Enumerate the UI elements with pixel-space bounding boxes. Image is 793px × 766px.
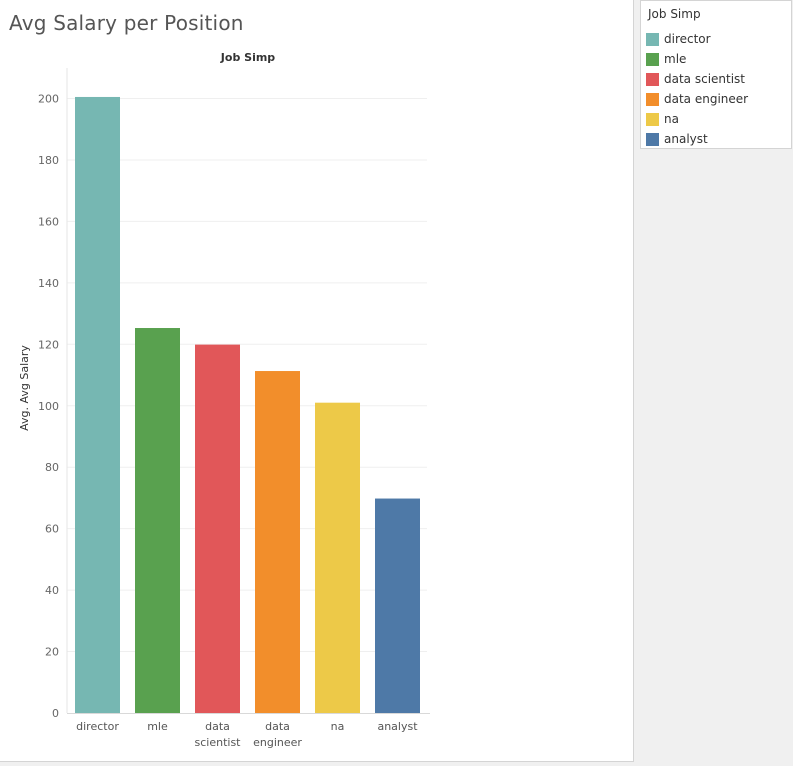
y-tick-label: 40: [45, 584, 59, 597]
legend-item-data-scientist[interactable]: data scientist: [646, 71, 745, 87]
legend-item-mle[interactable]: mle: [646, 51, 686, 67]
x-tick-label: mle: [147, 720, 168, 733]
legend-swatch: [646, 72, 659, 86]
legend-swatch: [646, 132, 659, 146]
legend-swatch: [646, 52, 659, 66]
legend-label: analyst: [664, 132, 708, 146]
legend-item-na[interactable]: na: [646, 111, 679, 127]
y-tick-label: 20: [45, 646, 59, 659]
legend-label: na: [664, 112, 679, 126]
y-tick-label: 180: [38, 154, 59, 167]
bar: [315, 402, 360, 713]
bar: [135, 328, 180, 713]
bar: [75, 96, 120, 714]
y-tick-label: 0: [52, 707, 59, 720]
legend-panel: Job Simp director mle data scientist dat…: [640, 0, 792, 149]
legend-label: data engineer: [664, 92, 749, 106]
y-tick-label: 80: [45, 461, 59, 474]
bar: [195, 344, 240, 713]
legend-label: data scientist: [664, 72, 746, 86]
x-tick-label: data engineer: [253, 720, 302, 749]
worksheet: Avg Salary per Position Job Simp 0 20 40 60 8…: [0, 0, 634, 762]
bar: [255, 371, 300, 713]
legend-label: director: [664, 32, 711, 46]
y-axis-label: Avg. Avg Salary: [18, 345, 31, 431]
legend-title: Job Simp: [648, 7, 701, 21]
chart-header: Job Simp: [220, 51, 276, 64]
bar-chart: Job Simp 0 20 40 60 80 100 120 140 160 180 200 Avg. …: [18, 51, 430, 749]
legend-swatch: [646, 92, 659, 106]
y-tick-label: 100: [38, 400, 59, 413]
sheet-title: Avg Salary per Position: [9, 11, 244, 35]
legend-label: mle: [664, 52, 687, 66]
legend-swatch: [646, 112, 659, 126]
y-tick-label: 160: [38, 215, 59, 228]
legend-swatch: [646, 32, 659, 46]
y-tick-label: 60: [45, 523, 59, 536]
x-tick-label: director: [76, 720, 119, 733]
bar: [375, 498, 420, 713]
legend-item-director[interactable]: director: [646, 31, 711, 47]
x-tick-label: data scientist: [195, 720, 242, 749]
legend-item-data-engineer[interactable]: data engineer: [646, 91, 748, 107]
x-tick-label: analyst: [377, 720, 418, 733]
y-tick-label: 140: [38, 277, 59, 290]
y-tick-label: 200: [38, 93, 59, 106]
x-tick-label: na: [331, 720, 345, 733]
legend-item-analyst[interactable]: analyst: [646, 131, 708, 147]
y-tick-label: 120: [38, 338, 59, 351]
